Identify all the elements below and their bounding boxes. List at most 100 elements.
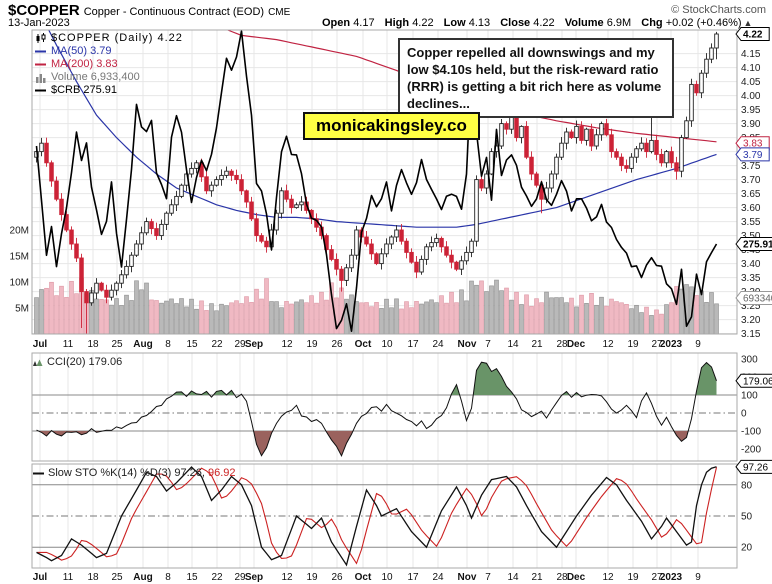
svg-text:26: 26: [331, 339, 343, 350]
svg-text:17: 17: [407, 572, 419, 583]
svg-text:22: 22: [211, 572, 223, 583]
svg-text:3.35: 3.35: [741, 273, 761, 284]
volume-label: Volume: [564, 17, 604, 29]
svg-text:21: 21: [531, 572, 543, 583]
svg-text:14: 14: [507, 572, 519, 583]
cci-legend-label: CCI(20) 179.06: [47, 356, 123, 368]
svg-text:0: 0: [741, 409, 747, 420]
sto-k-line: [36, 466, 717, 567]
sto-line-icon: [33, 470, 45, 477]
open-value: 4.17: [353, 17, 375, 29]
svg-text:8: 8: [165, 572, 171, 583]
svg-text:Jul: Jul: [33, 572, 48, 583]
svg-text:25: 25: [111, 572, 123, 583]
chg-value: +0.02 (+0.46%): [665, 17, 742, 29]
svg-text:7: 7: [485, 572, 491, 583]
svg-text:27: 27: [651, 572, 663, 583]
cci-legend: CCI(20) 179.06: [33, 356, 122, 368]
svg-text:4.05: 4.05: [741, 77, 761, 88]
close-label: Close: [500, 17, 531, 29]
svg-text:12: 12: [602, 572, 614, 583]
svg-text:179.06: 179.06: [743, 376, 772, 387]
legend-volume-label: Volume 6,933,400: [51, 71, 140, 83]
svg-text:Oct: Oct: [355, 572, 372, 583]
legend-row-volume: Volume 6,933,400: [35, 71, 183, 84]
legend-copper-label: $COPPER (Daily) 4.22: [51, 32, 183, 44]
svg-text:Dec: Dec: [567, 339, 586, 350]
low-value: 4.13: [468, 17, 491, 29]
svg-text:Oct: Oct: [355, 339, 372, 350]
svg-text:Aug: Aug: [133, 572, 152, 583]
svg-text:24: 24: [432, 572, 444, 583]
svg-text:10: 10: [381, 572, 393, 583]
svg-text:3.25: 3.25: [741, 301, 761, 312]
svg-text:24: 24: [432, 339, 444, 350]
svg-text:80: 80: [741, 480, 753, 491]
sto-k-value: 97.26,: [174, 467, 205, 479]
ma50-line: [48, 30, 717, 228]
main-plot-border: [31, 29, 738, 335]
sto-d-line: [36, 467, 718, 565]
svg-text:8: 8: [165, 339, 171, 350]
svg-text:Dec: Dec: [567, 572, 586, 583]
high-label: High: [384, 17, 410, 29]
svg-text:4.15: 4.15: [741, 49, 761, 60]
symbol: $COPPER: [8, 2, 80, 19]
svg-text:12: 12: [281, 339, 293, 350]
ma50-value-tag: 3.79: [735, 147, 770, 162]
open-label: Open: [322, 17, 351, 29]
ma50-line-icon: [35, 48, 48, 55]
svg-text:3.83: 3.83: [743, 139, 763, 150]
exchange: CME: [268, 7, 291, 18]
svg-text:3.70: 3.70: [741, 175, 761, 186]
legend-row-ma50: MA(50) 3.79: [35, 45, 183, 58]
svg-text:6933400: 6933400: [743, 293, 772, 304]
svg-text:3.55: 3.55: [741, 217, 761, 228]
svg-text:4.22: 4.22: [743, 30, 763, 41]
svg-text:15M: 15M: [10, 252, 29, 263]
svg-text:3.79: 3.79: [743, 150, 763, 161]
sto-panel: 80 50 20: [31, 463, 753, 569]
stockcharts-credit: © StockCharts.com: [671, 4, 766, 16]
svg-text:12: 12: [281, 572, 293, 583]
svg-text:26: 26: [331, 572, 343, 583]
svg-text:19: 19: [306, 339, 318, 350]
svg-text:275.91: 275.91: [743, 240, 772, 251]
chg-up-arrow-icon: ▲: [743, 18, 753, 28]
cci-value-tag: 179.06: [735, 373, 772, 388]
sto-value-tag: 97.26: [735, 459, 772, 474]
svg-text:28: 28: [556, 339, 568, 350]
x-axis-labels-main: Jul 11 18 25 Aug 8 15 22 29 Sep 12 19 26 Oct 10 17 24 Nov…: [33, 339, 701, 350]
crb-value-tag: 275.91: [735, 237, 772, 251]
svg-text:3.75: 3.75: [741, 161, 761, 172]
chg-label: Chg: [641, 17, 663, 29]
low-label: Low: [443, 17, 466, 29]
svg-text:7: 7: [485, 339, 491, 350]
volume-bars: [34, 277, 719, 334]
legend-row-copper: $COPPER (Daily) 4.22: [35, 32, 183, 45]
high-value: 4.22: [412, 17, 434, 29]
volume-value: 6.9M: [606, 17, 632, 29]
svg-text:Sep: Sep: [245, 572, 263, 583]
svg-text:Aug: Aug: [133, 339, 152, 350]
svg-text:18: 18: [87, 339, 99, 350]
svg-text:9: 9: [695, 339, 701, 350]
svg-text:28: 28: [556, 572, 568, 583]
svg-text:3.40: 3.40: [741, 259, 761, 270]
svg-text:15: 15: [186, 339, 198, 350]
close-value: 4.22: [533, 17, 555, 29]
candlestick-icon: [35, 33, 48, 44]
legend-ma50-label: MA(50) 3.79: [51, 45, 112, 57]
svg-text:100: 100: [741, 391, 758, 402]
ma200-line-icon: [35, 61, 48, 68]
svg-text:9: 9: [695, 572, 701, 583]
cci-panel: 3002001000-100-200: [31, 352, 761, 462]
svg-text:18: 18: [87, 572, 99, 583]
crb-line: [35, 30, 718, 332]
last-price-tag: 4.22: [735, 27, 770, 41]
svg-text:3.50: 3.50: [741, 231, 761, 242]
annotation-box: Copper repelled all downswings and my lo…: [398, 38, 674, 118]
svg-text:2023: 2023: [660, 339, 683, 350]
